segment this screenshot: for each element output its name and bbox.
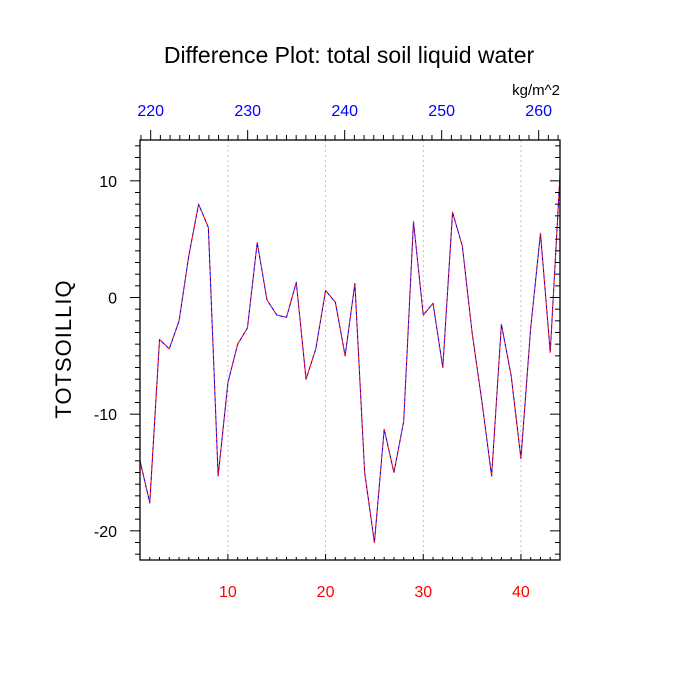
x-tick-label-top: 220 <box>137 103 164 120</box>
y-tick-label: -20 <box>94 524 117 541</box>
y-tick-label: -10 <box>94 407 117 424</box>
gridlines <box>227 140 522 560</box>
units-label: kg/m^2 <box>512 82 560 99</box>
y-tick-label: 0 <box>108 291 117 308</box>
tick-labels: 10 20 30 40 220 230 240 250 260 -20 -10 0 10 <box>94 103 552 601</box>
x-tick-label-top: 240 <box>331 103 358 120</box>
axis-ticks <box>130 130 561 560</box>
x-tick-label-top: 230 <box>234 103 261 120</box>
y-axis-label: TOTSOILLIQ <box>51 279 76 418</box>
plot-frame <box>139 139 561 561</box>
x-tick-label-bottom: 20 <box>317 584 335 601</box>
series-line-blue <box>139 174 561 544</box>
series-lines <box>139 174 561 544</box>
x-tick-label-bottom: 30 <box>414 584 432 601</box>
x-tick-label-bottom: 10 <box>219 584 237 601</box>
y-tick-label: 10 <box>99 174 117 191</box>
chart-title: Difference Plot: total soil liquid water <box>164 42 535 68</box>
series-line-red <box>139 174 561 544</box>
x-tick-label-top: 250 <box>428 103 455 120</box>
x-tick-label-bottom: 40 <box>512 584 530 601</box>
x-tick-label-top: 260 <box>525 103 552 120</box>
